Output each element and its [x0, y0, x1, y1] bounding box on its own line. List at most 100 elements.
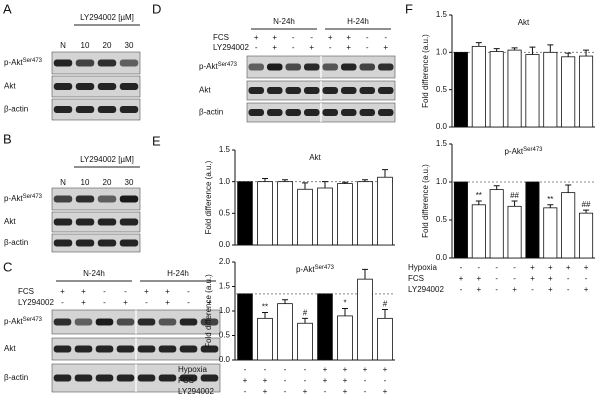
- treatment-sign: -: [255, 43, 258, 52]
- row-label-main: Akt: [199, 86, 211, 95]
- blot-band: [158, 345, 177, 353]
- blot-strip: [51, 51, 141, 75]
- treatment-sign: -: [292, 43, 295, 52]
- significance-label: #: [383, 300, 388, 309]
- treatment-sign: -: [567, 285, 570, 294]
- bar: [357, 278, 373, 361]
- chart-title-main: Akt: [309, 153, 321, 162]
- treatment-sign: -: [364, 376, 367, 385]
- treatment-label: LY294002: [213, 43, 249, 52]
- treatment-sign: +: [60, 287, 65, 296]
- blot-strip: [51, 75, 141, 98]
- row-label-main: β-actin: [4, 373, 28, 382]
- error-bar: [282, 299, 288, 304]
- blot-band: [74, 374, 93, 382]
- treatment-sign: +: [123, 298, 128, 307]
- treatment-sign: -: [310, 33, 313, 42]
- lane-label: 20: [103, 178, 112, 187]
- treatment-sign: -: [244, 387, 247, 396]
- row-label: Akt: [4, 344, 16, 353]
- blot-band: [53, 318, 72, 326]
- treatment-sign: +: [459, 274, 464, 283]
- significance-label: #: [303, 308, 308, 317]
- treatment-sign: +: [272, 43, 277, 52]
- blot-band: [119, 239, 139, 247]
- row-label-main: p-Akt: [4, 317, 23, 326]
- treatment-sign: +: [207, 298, 212, 307]
- treatment-sign: +: [548, 263, 553, 272]
- row-label-sup: Ser473: [23, 317, 43, 323]
- blot-band: [75, 106, 95, 113]
- row-label-main: β-actin: [4, 105, 28, 114]
- y-axis-label: Fold difference (a.u.): [204, 274, 213, 348]
- chart-title: p-AktSer473: [296, 265, 335, 275]
- panel-letter: D: [152, 1, 161, 16]
- blot-band: [95, 374, 114, 382]
- blot-band: [179, 318, 198, 326]
- treatment-sign: -: [366, 43, 369, 52]
- treatment-sign: -: [103, 298, 106, 307]
- treatment-sign: -: [513, 263, 516, 272]
- treatment-sign: +: [383, 365, 388, 374]
- blot-band: [137, 374, 156, 382]
- blot-band: [53, 239, 73, 247]
- error-bar: [475, 42, 482, 47]
- treatment-sign: +: [81, 298, 86, 307]
- chart-title: Akt: [518, 18, 530, 27]
- bar: [257, 317, 273, 361]
- blot-band: [97, 59, 117, 67]
- treatment-sign: -: [124, 287, 127, 296]
- row-label-sup: Ser473: [23, 58, 43, 64]
- row-label: p-AktSer473: [4, 194, 43, 204]
- treatment-sign: -: [329, 43, 332, 52]
- blot-band: [53, 345, 72, 353]
- y-tick-label: 1.5: [219, 282, 231, 291]
- row-label-sup: Ser473: [218, 62, 238, 68]
- treatment-sign: -: [460, 263, 463, 272]
- bar: [453, 51, 468, 128]
- bar: [561, 56, 576, 128]
- row-label: β-actin: [4, 373, 28, 382]
- bar: [337, 183, 353, 246]
- blot-band: [377, 109, 394, 116]
- row-label-main: Akt: [4, 217, 16, 226]
- bar: [507, 49, 522, 128]
- treatment-sign: -: [145, 298, 148, 307]
- panel-letter: B: [3, 131, 12, 146]
- bar: [489, 189, 504, 259]
- treatment-sign: +: [328, 33, 333, 42]
- error-bar: [302, 182, 308, 190]
- row-label: Akt: [4, 217, 16, 226]
- blot-band: [53, 218, 73, 226]
- treatment-sign: -: [477, 263, 480, 272]
- treatment-sign: -: [304, 376, 307, 385]
- error-bar: [322, 181, 328, 188]
- treatment-sign: -: [284, 376, 287, 385]
- chart-title-main: Akt: [518, 18, 530, 27]
- blot-band: [340, 63, 357, 71]
- blot-band: [116, 345, 135, 353]
- error-bar: [362, 268, 368, 280]
- blot-band: [75, 59, 95, 67]
- bar: [561, 192, 576, 259]
- treatment-sign: +: [548, 285, 553, 294]
- y-tick-label: 1.0: [219, 177, 231, 186]
- blot-band: [119, 195, 139, 203]
- panel-letter: C: [3, 259, 12, 274]
- chart-title-sup: Ser473: [523, 147, 543, 153]
- blot-band: [285, 109, 302, 116]
- blot-band: [53, 195, 73, 203]
- panel-letter: E: [152, 133, 161, 148]
- error-bar: [282, 179, 288, 182]
- error-bar: [262, 311, 268, 319]
- treatment-sign: +: [343, 387, 348, 396]
- blot-band: [75, 239, 95, 247]
- significance-label: ##: [510, 191, 519, 200]
- blot-band: [248, 87, 265, 94]
- group-label: H-24h: [347, 17, 369, 26]
- bar: [237, 181, 253, 246]
- chart-title-sup: Ser473: [315, 265, 335, 271]
- error-bar: [583, 49, 590, 57]
- y-tick-label: 1.5: [219, 145, 231, 154]
